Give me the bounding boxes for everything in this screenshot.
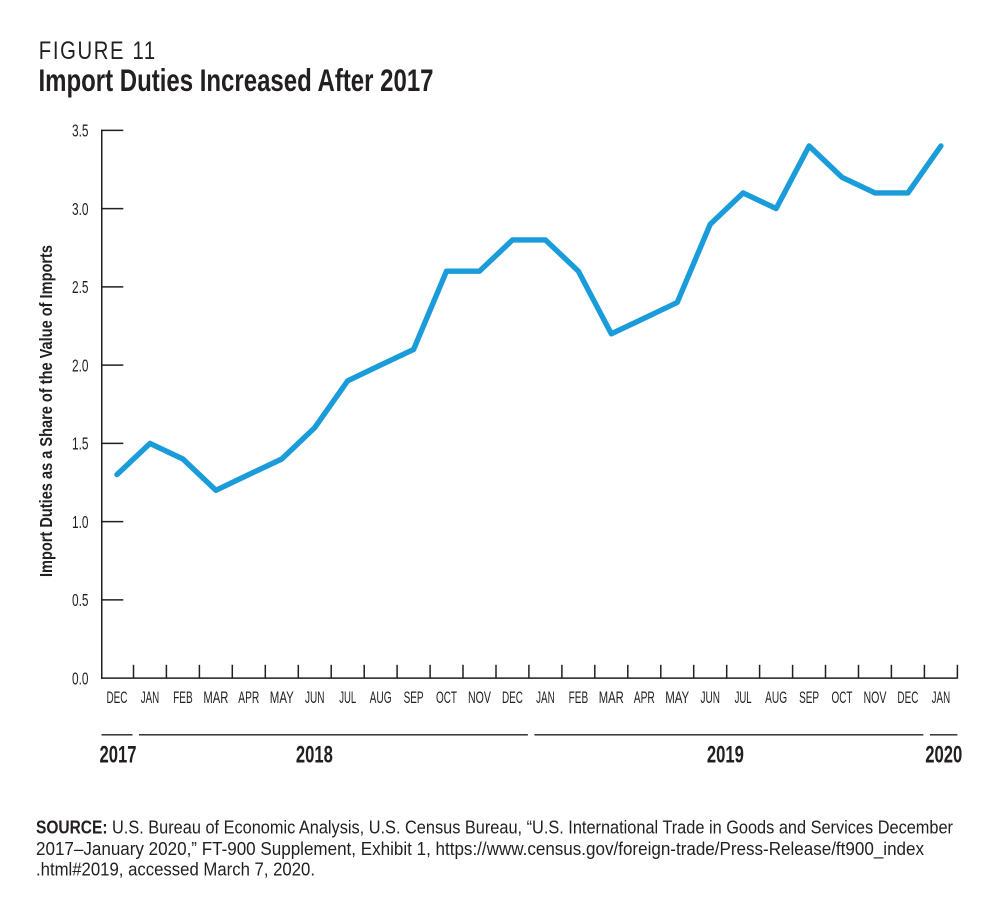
svg-text:1.0: 1.0 xyxy=(72,512,89,532)
svg-text:AUG: AUG xyxy=(370,688,392,707)
svg-text:MAY: MAY xyxy=(270,688,294,707)
svg-text:NOV: NOV xyxy=(468,688,491,707)
svg-text:AUG: AUG xyxy=(765,688,787,707)
svg-text:MAR: MAR xyxy=(203,688,228,707)
svg-text:DEC: DEC xyxy=(107,688,128,707)
svg-text:DEC: DEC xyxy=(897,688,918,707)
svg-text:U.S. Bureau of Economic Analys: U.S. Bureau of Economic Analysis, U.S. C… xyxy=(112,818,953,838)
svg-text:3.5: 3.5 xyxy=(72,121,89,141)
svg-text:Import Duties Increased After: Import Duties Increased After 2017 xyxy=(39,62,434,98)
svg-text:.html#2019, accessed March 7,: .html#2019, accessed March 7, 2020. xyxy=(36,860,315,880)
svg-text:FEB: FEB xyxy=(569,688,589,707)
svg-text:2017: 2017 xyxy=(100,742,137,769)
svg-text:DEC: DEC xyxy=(502,688,523,707)
svg-text:JUN: JUN xyxy=(305,688,325,707)
svg-text:FIGURE 11: FIGURE 11 xyxy=(39,38,157,65)
svg-text:SOURCE:: SOURCE: xyxy=(36,818,108,838)
svg-text:SEP: SEP xyxy=(799,688,819,707)
svg-text:0.0: 0.0 xyxy=(72,668,89,688)
svg-text:NOV: NOV xyxy=(864,688,887,707)
svg-text:FEB: FEB xyxy=(173,688,193,707)
svg-text:2019: 2019 xyxy=(707,742,744,769)
svg-text:JAN: JAN xyxy=(536,688,555,707)
svg-text:0.5: 0.5 xyxy=(72,590,89,610)
svg-text:2.5: 2.5 xyxy=(72,277,89,297)
svg-text:2018: 2018 xyxy=(296,742,333,769)
svg-text:APR: APR xyxy=(238,688,259,707)
svg-text:SEP: SEP xyxy=(404,688,424,707)
svg-text:2017–January 2020,” FT-900 Sup: 2017–January 2020,” FT-900 Supplement, E… xyxy=(36,839,924,860)
svg-text:MAY: MAY xyxy=(665,688,689,707)
svg-text:JAN: JAN xyxy=(932,688,951,707)
svg-text:JAN: JAN xyxy=(141,688,160,707)
svg-text:2020: 2020 xyxy=(925,742,962,769)
svg-text:2.0: 2.0 xyxy=(72,355,89,375)
svg-text:JUL: JUL xyxy=(735,688,752,707)
svg-text:APR: APR xyxy=(634,688,655,707)
svg-text:Import Duties as a Share of th: Import Duties as a Share of the Value of… xyxy=(36,245,56,577)
svg-text:3.0: 3.0 xyxy=(72,199,89,219)
svg-text:1.5: 1.5 xyxy=(72,434,89,454)
svg-text:JUL: JUL xyxy=(339,688,356,707)
svg-text:OCT: OCT xyxy=(832,688,853,707)
svg-text:OCT: OCT xyxy=(436,688,457,707)
svg-text:MAR: MAR xyxy=(599,688,624,707)
svg-text:JUN: JUN xyxy=(700,688,720,707)
